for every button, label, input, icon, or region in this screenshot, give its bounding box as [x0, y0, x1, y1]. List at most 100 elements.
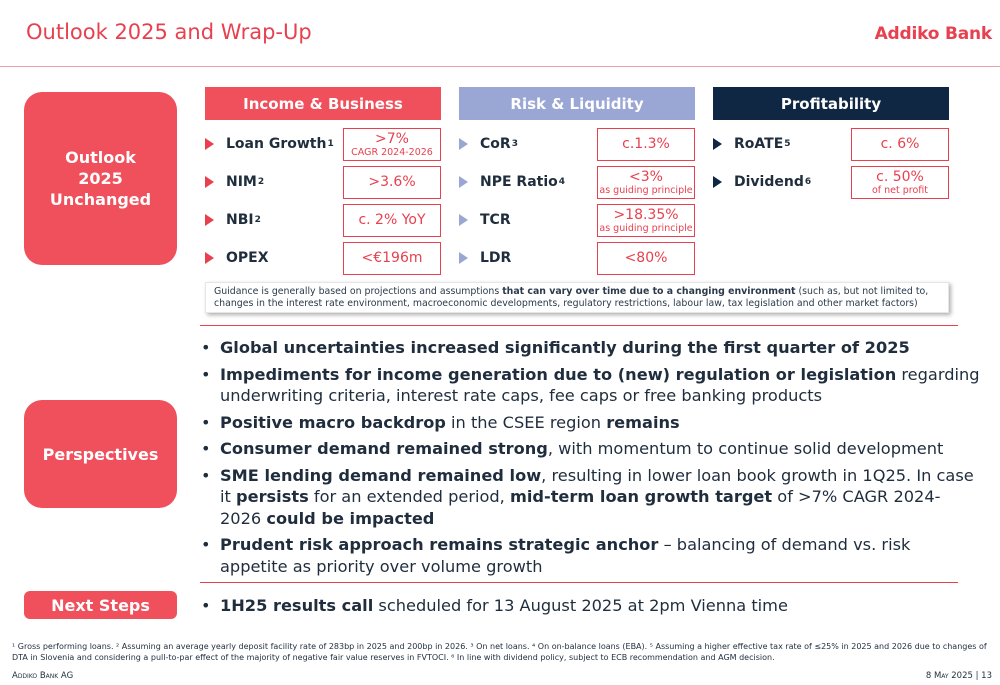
bullet-bold: Prudent risk approach remains strategic …: [220, 535, 659, 554]
kpi-label: Dividend: [734, 174, 804, 190]
footnote-ref: 6: [804, 177, 812, 187]
kpi-value-tcr: >18.35% as guiding principle: [597, 204, 695, 237]
triangle-bullet-icon: [713, 138, 722, 150]
kpi-label: NPE Ratio: [480, 174, 558, 190]
kpi-tcr: TCR: [459, 212, 511, 228]
kpi-dividend: Dividend 6: [713, 174, 811, 190]
header-divider: [0, 66, 1000, 67]
footnote-ref: 3: [511, 139, 518, 149]
guidance-disclaimer: Guidance is generally based on projectio…: [205, 282, 949, 313]
kpi-label: CoR: [480, 136, 511, 152]
triangle-bullet-icon: [459, 138, 468, 150]
triangle-bullet-icon: [205, 176, 214, 188]
list-item: Consumer demand remained strong, with mo…: [200, 438, 980, 460]
next-steps-item: 1H25 results call scheduled for 13 Augus…: [200, 596, 788, 615]
triangle-bullet-icon: [459, 176, 468, 188]
bullet-text: scheduled for 13 August 2025 at 2pm Vien…: [373, 596, 788, 615]
kpi-value-nim: >3.6%: [343, 166, 441, 199]
kpi-value-note: of net profit: [871, 184, 929, 196]
bullet-text: in the CSEE region: [445, 412, 607, 432]
list-item: Positive macro backdrop in the CSEE regi…: [200, 412, 980, 434]
kpi-value-note: as guiding principle: [599, 222, 693, 234]
triangle-bullet-icon: [205, 252, 214, 264]
kpi-label: TCR: [480, 212, 511, 228]
kpi-value-opex: <€196m: [343, 242, 441, 275]
kpi-label: LDR: [480, 250, 512, 266]
bullet-bold: Impediments for income generation due to…: [220, 364, 897, 384]
next-steps-label: Next Steps: [24, 591, 177, 619]
kpi-value-ldr: <80%: [597, 242, 695, 275]
bullet-text: – balancing of demand vs. risk appetite …: [220, 535, 911, 576]
section-divider: [200, 582, 958, 583]
kpi-nim: NIM 2: [205, 174, 264, 190]
kpi-value-npe-ratio: <3% as guiding principle: [597, 166, 695, 199]
income-business-header: Income & Business: [205, 87, 441, 120]
bullet-bold: could be impacted: [266, 508, 435, 528]
bullet-bold: 1H25 results call: [220, 596, 374, 615]
bullet-text: , resulting in lower loan book growth in…: [220, 465, 974, 507]
kpi-nbi: NBI 2: [205, 212, 261, 228]
kpi-roate: RoATE 5: [713, 136, 791, 152]
kpi-opex: OPEX: [205, 250, 269, 266]
triangle-bullet-icon: [459, 252, 468, 264]
bullet-bold: Global uncertainties increased significa…: [220, 338, 910, 357]
guidance-text: Guidance is generally based on projectio…: [214, 286, 503, 297]
page-title: Outlook 2025 and Wrap-Up: [26, 20, 312, 44]
footer-date-page: 8 May 2025 | 13: [925, 671, 992, 681]
footnote-ref: 2: [254, 215, 261, 225]
kpi-value: >3.6%: [368, 174, 416, 190]
guidance-text: (such as, but not limited to, changes in…: [214, 286, 929, 309]
kpi-label: Loan Growth: [226, 136, 327, 152]
kpi-value: <80%: [624, 250, 668, 266]
kpi-ldr: LDR: [459, 250, 511, 266]
triangle-bullet-icon: [205, 138, 214, 150]
triangle-bullet-icon: [205, 214, 214, 226]
kpi-value: <3%: [629, 168, 663, 185]
addiko-logo: Addiko Bank: [874, 24, 993, 44]
bullet-bold: persists: [236, 487, 309, 506]
kpi-npe-ratio: NPE Ratio 4: [459, 174, 565, 190]
bullet-text: of >7% CAGR 2024-2026: [220, 487, 941, 528]
triangle-bullet-icon: [459, 214, 468, 226]
risk-liquidity-header: Risk & Liquidity: [459, 87, 695, 120]
kpi-cor: CoR 3: [459, 136, 518, 152]
kpi-value: c.1.3%: [622, 136, 670, 152]
bullet-bold: SME lending demand remained low: [220, 465, 542, 485]
kpi-value-note: as guiding principle: [599, 184, 693, 196]
kpi-value-roate: c. 6%: [851, 128, 949, 161]
section-divider: [200, 325, 958, 326]
outlook-label: Outlook 2025 Unchanged: [24, 92, 177, 265]
kpi-value-nbi: c. 2% YoY: [343, 204, 441, 237]
bullet-text: regarding underwriting criteria, interes…: [220, 364, 980, 406]
list-item: Impediments for income generation due to…: [200, 364, 980, 407]
kpi-value: >7%: [375, 130, 409, 147]
footnote-ref: 1: [327, 139, 334, 149]
perspectives-label: Perspectives: [24, 400, 177, 508]
triangle-bullet-icon: [713, 176, 722, 188]
kpi-label: NBI: [226, 212, 254, 228]
list-item: Prudent risk approach remains strategic …: [200, 534, 980, 577]
kpi-value-note: CAGR 2024-2026: [351, 146, 433, 158]
kpi-loan-growth: Loan Growth 1: [205, 136, 334, 152]
kpi-value: >18.35%: [613, 206, 679, 223]
footnote-ref: 4: [558, 177, 566, 187]
kpi-value-dividend: c. 50% of net profit: [851, 166, 949, 199]
footnotes: ¹ Gross performing loans. ² Assuming an …: [12, 642, 987, 662]
kpi-label: OPEX: [226, 250, 269, 266]
perspectives-list: Global uncertainties increased significa…: [200, 337, 980, 582]
guidance-emphasis: that can vary over time due to a changin…: [502, 286, 796, 297]
list-item: Global uncertainties increased significa…: [200, 337, 980, 359]
kpi-value: c. 2% YoY: [358, 212, 426, 228]
kpi-label: RoATE: [734, 136, 784, 152]
profitability-header: Profitability: [713, 87, 949, 120]
bullet-text: for an extended period,: [308, 487, 510, 506]
bullet-bold: Positive macro backdrop: [220, 412, 446, 432]
footer-company: Addiko Bank AG: [12, 671, 74, 681]
list-item: SME lending demand remained low, resulti…: [200, 465, 980, 530]
bullet-bold: Consumer demand remained strong: [220, 439, 548, 458]
footnote-ref: 2: [257, 177, 265, 187]
footnote-ref: 5: [784, 139, 791, 149]
kpi-value-cor: c.1.3%: [597, 128, 695, 161]
kpi-value: c. 50%: [876, 168, 924, 185]
bullet-bold: remains: [606, 412, 680, 432]
